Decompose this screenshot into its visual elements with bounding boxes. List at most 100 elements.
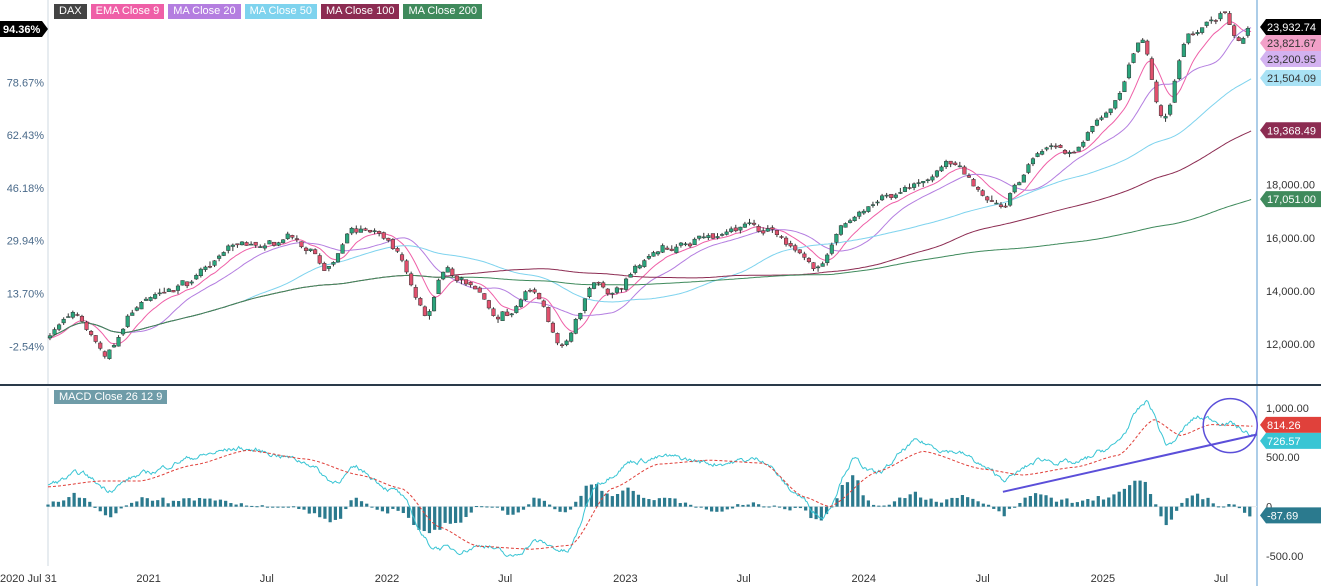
candle-body[interactable] [505,311,510,316]
candle-body[interactable] [1049,145,1054,147]
candle-body[interactable] [102,351,107,357]
candle-body[interactable] [701,236,706,239]
candle-body[interactable] [674,246,679,253]
candle-body[interactable] [724,231,729,235]
candle-body[interactable] [985,196,990,201]
candle-body[interactable] [441,271,446,280]
candle-body[interactable] [271,241,277,246]
candle-body[interactable] [1081,141,1086,147]
candle-body[interactable] [1094,119,1100,126]
candle-body[interactable] [720,234,725,236]
candle-body[interactable] [1122,81,1127,93]
candle-body[interactable] [198,268,203,277]
candle-body[interactable] [1108,108,1113,113]
candle-body[interactable] [61,318,66,324]
candle-body[interactable] [89,331,94,335]
candle-body[interactable] [1131,53,1136,63]
candle-body[interactable] [523,291,528,301]
candle-body[interactable] [848,220,853,223]
candle-body[interactable] [399,254,405,261]
candle-body[interactable] [1140,39,1145,43]
candle-body[interactable] [1126,64,1132,79]
candle-body[interactable] [203,266,208,270]
candle-body[interactable] [747,222,752,225]
candle-body[interactable] [1177,60,1182,80]
candle-body[interactable] [770,227,775,230]
candle-body[interactable] [75,314,80,316]
candle-body[interactable] [418,298,423,306]
candle-body[interactable] [692,238,697,245]
candle-body[interactable] [445,267,450,273]
candle-body[interactable] [514,306,519,313]
candle-body[interactable] [852,216,857,221]
candle-body[interactable] [422,306,427,316]
candle-body[interactable] [765,228,770,232]
macd-trendline[interactable] [1002,433,1258,493]
candle-body[interactable] [742,223,747,228]
candle-body[interactable] [303,247,309,251]
candle-body[interactable] [212,260,217,266]
candle-body[interactable] [916,182,921,184]
candle-body[interactable] [614,287,619,293]
candle-body[interactable] [1085,132,1090,141]
candle-body[interactable] [697,235,702,239]
candle-body[interactable] [121,328,126,335]
candle-body[interactable] [308,248,313,251]
candle-body[interactable] [1168,104,1173,115]
candle-body[interactable] [559,344,565,347]
candle-body[interactable] [189,281,194,284]
candle-body[interactable] [802,253,807,258]
legend-tag-ma-close-50[interactable]: MA Close 50 [244,4,317,19]
candle-body[interactable] [669,248,674,251]
candle-body[interactable] [367,229,373,233]
candle-body[interactable] [619,288,624,290]
candle-body[interactable] [651,252,656,257]
candle-body[interactable] [185,281,190,287]
candle-body[interactable] [1026,164,1031,173]
candle-body[interactable] [1099,117,1104,120]
candle-body[interactable] [363,228,368,231]
candle-body[interactable] [249,243,254,246]
candle-body[interactable] [788,243,793,247]
candle-body[interactable] [1072,151,1077,154]
candle-body[interactable] [1012,184,1017,193]
candle-body[interactable] [267,240,272,245]
candle-body[interactable] [591,282,597,289]
macd-legend-tag[interactable]: MACD Close 26 12 9 [54,390,168,404]
candle-body[interactable] [989,200,994,202]
candle-body[interactable] [756,226,761,232]
candle-body[interactable] [477,287,482,293]
candle-body[interactable] [1035,153,1040,157]
candle-body[interactable] [1145,40,1150,55]
candle-body[interactable] [1241,38,1246,44]
candle-body[interactable] [148,297,153,301]
candle-body[interactable] [829,244,834,254]
candle-body[interactable] [290,235,295,238]
candle-body[interactable] [459,277,464,280]
candle-body[interactable] [258,246,263,248]
candle-body[interactable] [907,187,912,189]
candle-body[interactable] [1053,145,1058,148]
candle-body[interactable] [934,170,940,177]
candle-body[interactable] [1154,81,1159,103]
candle-body[interactable] [779,236,784,238]
candle-body[interactable] [610,292,615,295]
candle-body[interactable] [578,312,583,320]
candle-body[interactable] [550,322,555,333]
candle-body[interactable] [1200,27,1205,33]
candle-body[interactable] [47,335,53,339]
candle-body[interactable] [98,342,103,349]
candle-body[interactable] [427,311,432,316]
candle-body[interactable] [409,273,414,286]
candle-body[interactable] [79,315,85,322]
candle-body[interactable] [1181,44,1186,57]
candle-body[interactable] [335,253,341,263]
candle-body[interactable] [998,204,1004,207]
candle-body[interactable] [1172,80,1177,103]
candle-body[interactable] [1163,116,1168,119]
candle-body[interactable] [541,300,546,307]
candle-body[interactable] [473,285,478,290]
candle-body[interactable] [125,315,130,327]
candle-body[interactable] [262,245,267,249]
